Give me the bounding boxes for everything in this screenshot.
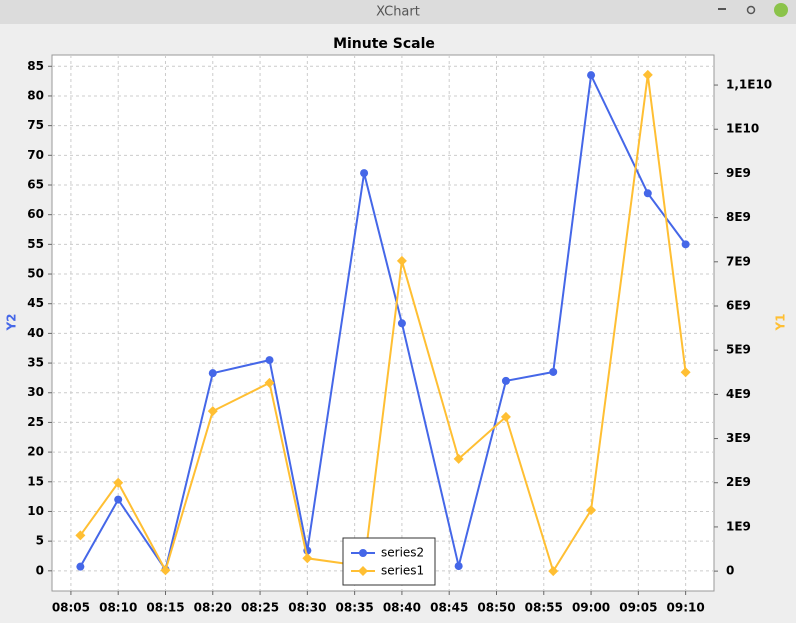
point: [454, 562, 463, 571]
y-tick-label: 0: [36, 563, 44, 577]
x-tick-label: 08:50: [477, 601, 515, 615]
legend-label: series2: [381, 546, 424, 560]
y-tick-label: 85: [27, 59, 44, 73]
point: [114, 495, 123, 504]
legend-marker: [358, 566, 368, 576]
y2-tick-label: 9E9: [726, 166, 751, 180]
y2-tick-label: 1E9: [726, 519, 751, 533]
y2-tick-label: 6E9: [726, 298, 751, 312]
point: [548, 566, 559, 577]
chart-title: Minute Scale: [333, 36, 435, 52]
legend-marker: [359, 549, 367, 557]
point: [208, 369, 217, 378]
y-axis-label: Y2: [5, 313, 19, 331]
legend-label: series1: [381, 564, 424, 578]
x-tick-label: 08:15: [146, 601, 184, 615]
point: [680, 367, 691, 378]
x-tick-label: 08:45: [430, 601, 468, 615]
x-tick-label: 08:30: [288, 601, 326, 615]
x-tick-label: 08:10: [99, 601, 137, 615]
y-tick-label: 60: [27, 207, 44, 221]
maximize-button[interactable]: [746, 5, 756, 15]
x-tick-label: 08:20: [194, 601, 232, 615]
y-tick-label: 45: [27, 296, 44, 310]
y-tick-label: 70: [27, 148, 44, 162]
y2-tick-label: 1,1E10: [726, 78, 772, 92]
x-tick-label: 09:10: [667, 601, 705, 615]
point: [160, 565, 171, 576]
y2-tick-label: 5E9: [726, 343, 751, 357]
y-tick-label: 55: [27, 237, 44, 251]
x-tick-label: 09:00: [572, 601, 610, 615]
point: [587, 71, 596, 80]
point: [397, 319, 406, 328]
y-tick-label: 40: [27, 326, 44, 340]
y-tick-label: 65: [27, 177, 44, 191]
y-tick-label: 30: [27, 385, 44, 399]
legend: [342, 537, 436, 586]
point: [549, 367, 558, 376]
series-line: [79, 71, 687, 573]
point: [642, 69, 653, 80]
y-tick-label: 10: [27, 504, 44, 518]
point: [360, 169, 369, 178]
x-tick-label: 08:35: [336, 601, 374, 615]
x-tick-label: 08:25: [241, 601, 279, 615]
y-tick-label: 15: [27, 474, 44, 488]
y-tick-label: 20: [27, 445, 44, 459]
point: [500, 411, 511, 422]
y-tick-label: 80: [27, 88, 44, 102]
point: [396, 255, 407, 266]
plot-area: [51, 54, 715, 592]
point: [264, 377, 275, 388]
point: [76, 562, 85, 571]
point: [453, 453, 464, 464]
x-tick-label: 08:55: [525, 601, 563, 615]
series-line: [79, 74, 687, 574]
y2-tick-label: 1E10: [726, 122, 759, 136]
point: [75, 530, 86, 541]
point: [501, 376, 510, 385]
y2-tick-label: 0: [726, 564, 734, 578]
point: [302, 553, 313, 564]
y-tick-label: 50: [27, 267, 44, 281]
y-tick-label: 5: [36, 534, 44, 548]
y2-tick-label: 2E9: [726, 475, 751, 489]
y2-axis-label: Y1: [774, 313, 788, 331]
window-title: XChart: [376, 5, 420, 20]
point: [265, 356, 274, 365]
y2-tick-label: 4E9: [726, 387, 751, 401]
y-tick-label: 35: [27, 356, 44, 370]
title-bar: [0, 0, 796, 24]
close-button[interactable]: [774, 3, 788, 17]
x-tick-label: 09:05: [619, 601, 657, 615]
y2-tick-label: 8E9: [726, 210, 751, 224]
point: [643, 189, 652, 198]
y2-tick-label: 3E9: [726, 431, 751, 445]
y2-tick-label: 7E9: [726, 254, 751, 268]
point: [681, 240, 690, 249]
y-tick-label: 25: [27, 415, 44, 429]
y-tick-label: 75: [27, 118, 44, 132]
x-tick-label: 08:05: [52, 601, 90, 615]
point: [113, 477, 124, 488]
point: [586, 505, 597, 516]
point: [207, 406, 218, 417]
x-tick-label: 08:40: [383, 601, 421, 615]
